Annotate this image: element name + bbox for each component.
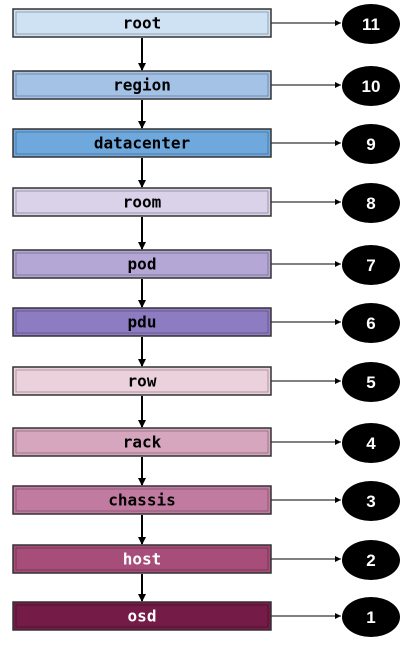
level-region: region xyxy=(12,70,272,100)
level-box-bevel xyxy=(15,11,269,35)
connectors-layer xyxy=(138,20,341,619)
level-datacenter: datacenter xyxy=(12,128,272,158)
level-box-bevel xyxy=(15,190,269,214)
number-badge-6: 6 xyxy=(342,303,400,343)
level-box-osd xyxy=(12,601,272,631)
level-row: row xyxy=(12,366,272,396)
level-box-datacenter xyxy=(12,128,272,158)
badge-number: 8 xyxy=(366,194,375,213)
badge-circle xyxy=(342,4,400,44)
number-badge-7: 7 xyxy=(342,245,400,285)
number-badge-10: 10 xyxy=(342,66,400,106)
level-label-chassis: chassis xyxy=(108,491,175,510)
level-box-bevel xyxy=(15,131,269,155)
level-box-rack xyxy=(12,427,272,457)
badge-circle xyxy=(342,124,400,164)
badge-number: 9 xyxy=(366,135,375,154)
levels-layer: root 11 region 10 datacenter 9 room 8 pod 7 pdu 6 ro… xyxy=(12,4,400,637)
badge-number: 6 xyxy=(366,314,375,333)
level-pdu: pdu xyxy=(12,307,272,337)
level-box-host xyxy=(12,544,272,574)
level-label-room: room xyxy=(123,193,162,212)
level-label-row: row xyxy=(128,372,157,391)
level-root: root xyxy=(12,8,272,38)
badge-circle xyxy=(342,362,400,402)
level-pod: pod xyxy=(12,249,272,279)
badge-number: 1 xyxy=(366,608,375,627)
badge-circle xyxy=(342,183,400,223)
badge-number: 4 xyxy=(366,434,376,453)
badge-number: 11 xyxy=(362,15,380,34)
badge-number: 2 xyxy=(366,551,375,570)
level-box-bevel xyxy=(15,310,269,334)
number-badge-9: 9 xyxy=(342,124,400,164)
number-badge-4: 4 xyxy=(342,423,400,463)
number-badge-5: 5 xyxy=(342,362,400,402)
badge-number: 3 xyxy=(366,492,375,511)
level-box-bevel xyxy=(15,369,269,393)
level-box-row xyxy=(12,366,272,396)
level-label-region: region xyxy=(113,76,171,95)
level-box-bevel xyxy=(15,547,269,571)
number-badge-3: 3 xyxy=(342,481,400,521)
badge-circle xyxy=(342,481,400,521)
badge-circle xyxy=(342,540,400,580)
badge-number: 7 xyxy=(366,256,375,275)
level-host: host xyxy=(12,544,272,574)
level-label-osd: osd xyxy=(128,607,157,626)
level-box-bevel xyxy=(15,73,269,97)
level-rack: rack xyxy=(12,427,272,457)
badge-circle xyxy=(342,597,400,637)
level-label-rack: rack xyxy=(123,433,162,452)
level-label-pod: pod xyxy=(128,255,157,274)
badge-number: 10 xyxy=(362,77,381,96)
level-room: room xyxy=(12,187,272,217)
level-box-bevel xyxy=(15,604,269,628)
level-chassis: chassis xyxy=(12,485,272,515)
level-box-root xyxy=(12,8,272,38)
badge-circle xyxy=(342,66,400,106)
level-box-chassis xyxy=(12,485,272,515)
level-osd: osd xyxy=(12,601,272,631)
number-badge-11: 11 xyxy=(342,4,400,44)
level-label-root: root xyxy=(123,14,162,33)
number-badge-2: 2 xyxy=(342,540,400,580)
level-label-pdu: pdu xyxy=(128,313,157,332)
level-box-bevel xyxy=(15,430,269,454)
level-box-bevel xyxy=(15,488,269,512)
number-badge-8: 8 xyxy=(342,183,400,223)
badge-circle xyxy=(342,423,400,463)
level-box-bevel xyxy=(15,252,269,276)
level-box-pod xyxy=(12,249,272,279)
level-box-pdu xyxy=(12,307,272,337)
badge-circle xyxy=(342,303,400,343)
level-box-room xyxy=(12,187,272,217)
number-badge-1: 1 xyxy=(342,597,400,637)
level-box-region xyxy=(12,70,272,100)
badge-number: 5 xyxy=(366,373,375,392)
level-label-host: host xyxy=(123,550,162,569)
level-label-datacenter: datacenter xyxy=(94,134,190,153)
badge-circle xyxy=(342,245,400,285)
